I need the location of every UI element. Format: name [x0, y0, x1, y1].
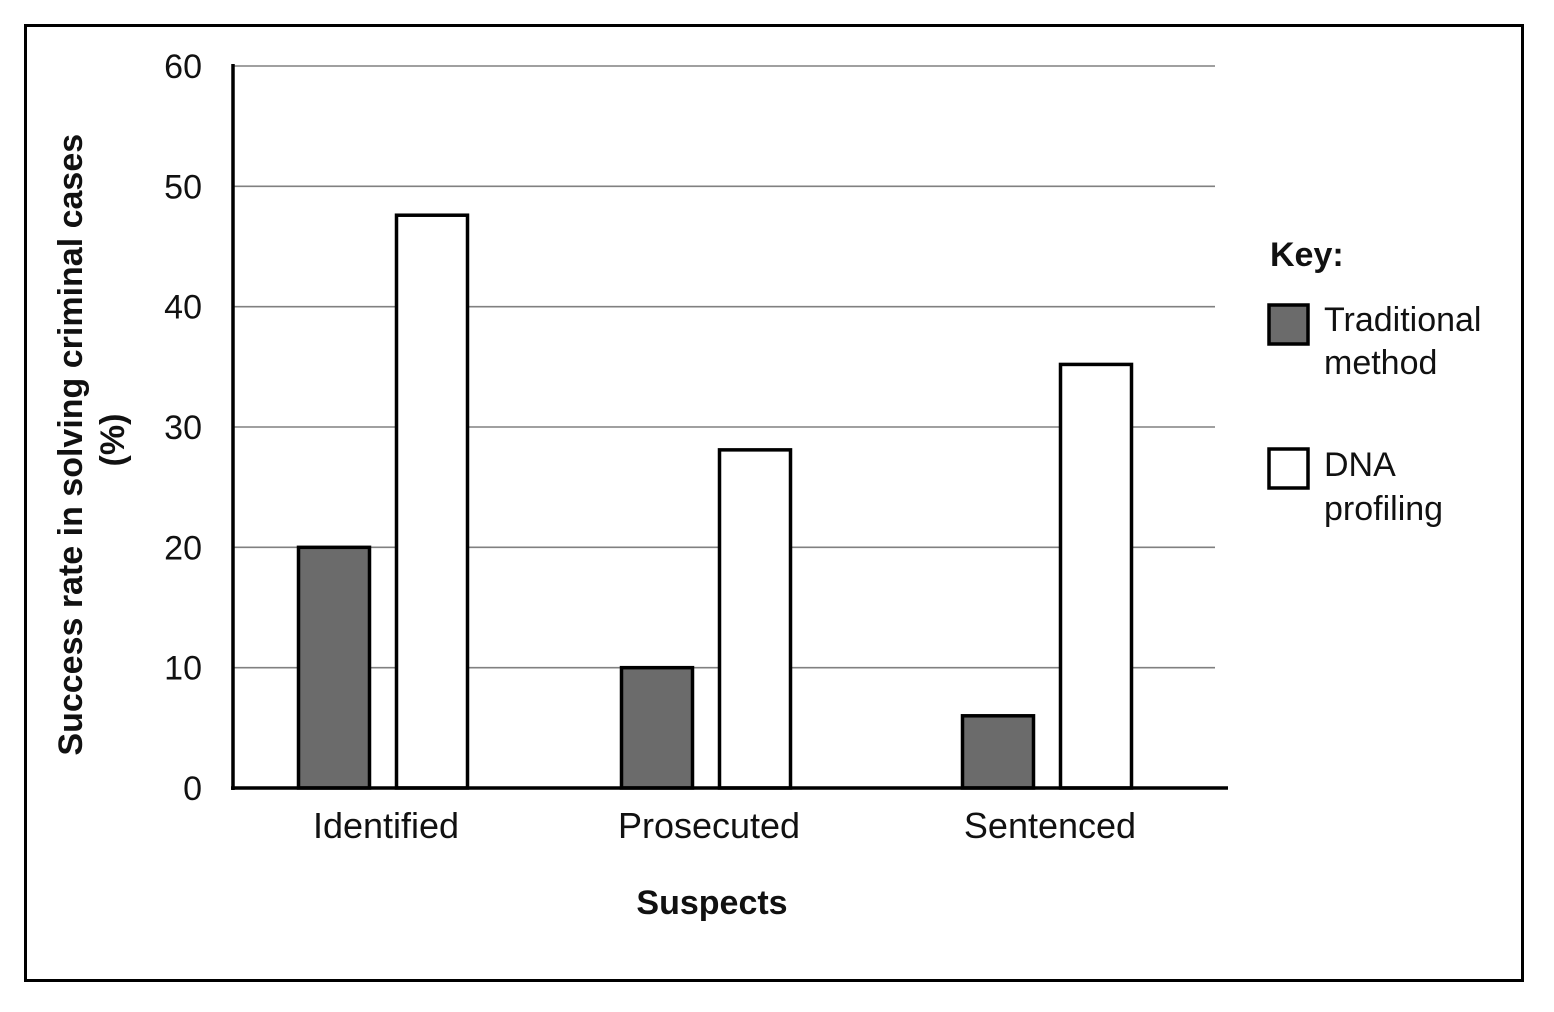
y-axis-title-line-1: Success rate in solving criminal cases: [52, 134, 90, 756]
legend-label-dna-line-1: DNA: [1324, 446, 1396, 484]
legend-swatch-dna-profiling: [1267, 447, 1310, 490]
y-tick-labels: 0 10 20 30 40 50 60: [164, 48, 202, 808]
axes: [231, 64, 1228, 790]
y-tick-label-10: 10: [164, 650, 202, 688]
legend: Key: Traditional method DNA profiling: [1267, 236, 1491, 528]
x-category-label-sentenced: Sentenced: [964, 805, 1136, 846]
legend-label-dna-line-2: profiling: [1324, 490, 1443, 528]
x-axis-title: Suspects: [636, 884, 787, 922]
bars: [296, 213, 1134, 790]
legend-swatch-traditional-method: [1267, 303, 1310, 346]
legend-label-dna-profiling: DNA profiling: [1324, 446, 1443, 528]
bar-dna-profiling-identified: [394, 213, 470, 790]
bar-traditional-method-sentenced: [960, 714, 1036, 790]
x-category-label-identified: Identified: [313, 805, 459, 846]
y-axis-title-line-2: (%): [94, 414, 132, 467]
y-axis-title: Success rate in solving criminal cases (…: [52, 124, 132, 755]
chart-frame: [24, 24, 1524, 982]
legend-label-traditional-line-2: method: [1324, 344, 1437, 382]
legend-label-traditional-method: Traditional method: [1324, 301, 1491, 382]
bar-dna-profiling-sentenced: [1058, 362, 1134, 790]
x-category-labels: Identified Prosecuted Sentenced: [313, 805, 1136, 846]
x-category-label-prosecuted: Prosecuted: [618, 805, 800, 846]
y-tick-label-0: 0: [183, 770, 202, 808]
y-tick-label-60: 60: [164, 48, 202, 86]
y-tick-label-50: 50: [164, 168, 202, 206]
legend-title: Key:: [1270, 236, 1344, 274]
bar-dna-profiling-prosecuted: [717, 448, 793, 790]
y-tick-label-20: 20: [164, 529, 202, 567]
y-tick-label-30: 30: [164, 409, 202, 447]
bar-traditional-method-identified: [296, 545, 372, 790]
bar-traditional-method-prosecuted: [619, 665, 695, 790]
y-tick-label-40: 40: [164, 289, 202, 327]
legend-label-traditional-line-1: Traditional: [1324, 301, 1481, 339]
